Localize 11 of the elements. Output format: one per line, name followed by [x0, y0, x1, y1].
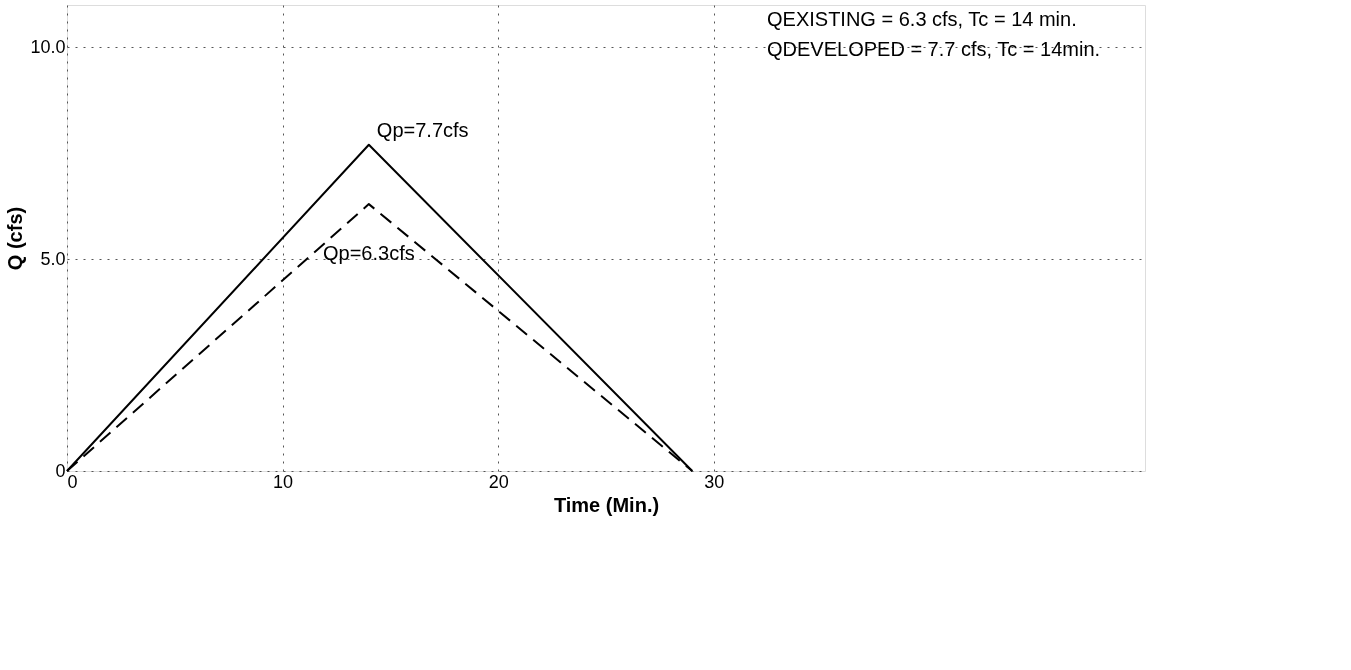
- annotation: QEXISTING = 6.3 cfs, Tc = 14 min.: [767, 8, 1077, 30]
- x-tick-label: 30: [704, 471, 725, 492]
- annotation: Qp=7.7cfs: [376, 118, 469, 141]
- y-axis-title: Q (cfs): [4, 206, 27, 271]
- x-tick-label: 10: [273, 471, 294, 492]
- x-axis-title: Time (Min.): [553, 493, 660, 516]
- x-tick-label: 20: [488, 471, 509, 492]
- y-tick-label: 5.0: [40, 248, 66, 269]
- y-tick-label: 10.0: [30, 36, 66, 57]
- annotation: QDEVELOPED = 7.7 cfs, Tc = 14min.: [767, 38, 1101, 60]
- annotation: Qp=6.3cfs: [322, 242, 415, 265]
